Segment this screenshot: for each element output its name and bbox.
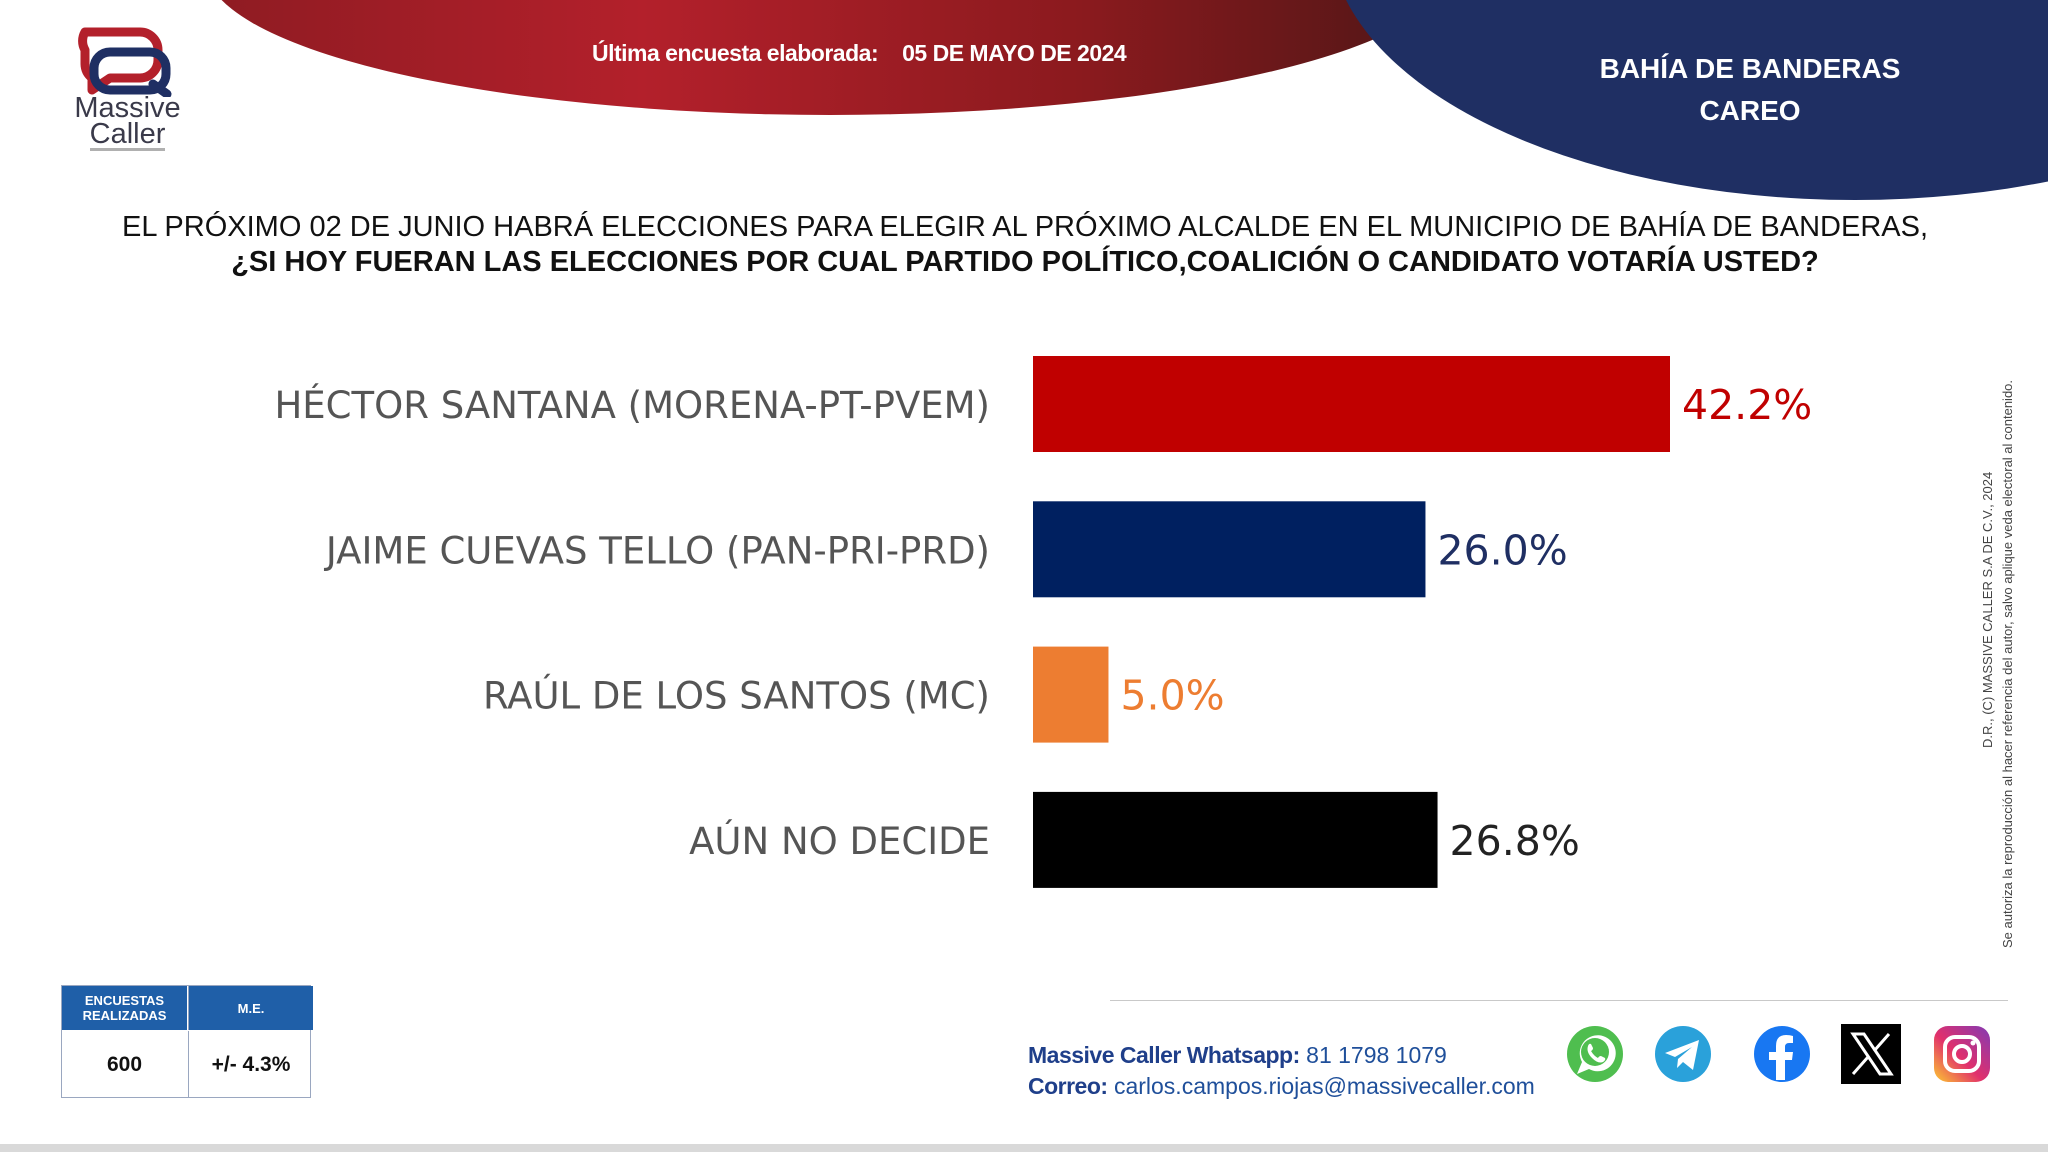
surveys-value: 600 bbox=[106, 1052, 143, 1076]
question-main: ¿SI HOY FUERAN LAS ELECCIONES POR CUAL P… bbox=[231, 246, 1819, 278]
category-label: AÚN NO DECIDE bbox=[689, 819, 990, 863]
value-label: 26.0% bbox=[1437, 526, 1567, 574]
logo-mark-icon bbox=[78, 27, 172, 99]
region-title: BAHÍA DE BANDERAS CAREO bbox=[1545, 48, 1955, 132]
category-label: RAÚL DE LOS SANTOS (MC) bbox=[483, 674, 990, 718]
facebook-icon[interactable] bbox=[1750, 1022, 1814, 1086]
whatsapp-number[interactable]: 81 1798 1079 bbox=[1306, 1042, 1447, 1068]
whatsapp-label: Massive Caller Whatsapp: bbox=[1028, 1042, 1300, 1068]
bar bbox=[1033, 646, 1109, 743]
bar bbox=[1033, 501, 1426, 598]
survey-date-value: 05 DE MAYO DE 2024 bbox=[902, 40, 1127, 66]
logo-tagline bbox=[90, 148, 165, 151]
comparison-subtitle: CAREO bbox=[1699, 95, 1801, 126]
category-label: JAIME CUEVAS TELLO (PAN-PRI-PRD) bbox=[324, 529, 990, 572]
instagram-icon[interactable] bbox=[1930, 1022, 1994, 1086]
bottom-edge bbox=[0, 1144, 2048, 1152]
logo-text-caller: Caller bbox=[89, 118, 166, 150]
category-label: HÉCTOR SANTANA (MORENA-PT-PVEM) bbox=[274, 383, 990, 427]
bar bbox=[1033, 356, 1670, 452]
survey-date-row: Última encuesta elaborada: 05 DE MAYO DE … bbox=[592, 40, 1127, 67]
value-label: 5.0% bbox=[1120, 672, 1224, 720]
legal-notice: D.R., (C) MASSIVE CALLER S.A DE C.V., 20… bbox=[1980, 228, 2015, 948]
footer-divider bbox=[1110, 1000, 2008, 1001]
email-contact: Correo: carlos.campos.riojas@massivecall… bbox=[1028, 1073, 1535, 1100]
massive-caller-logo: Massive Caller bbox=[55, 22, 200, 154]
question-intro: EL PRÓXIMO 02 DE JUNIO HABRÁ ELECCIONES … bbox=[121, 211, 1929, 243]
whatsapp-icon[interactable] bbox=[1563, 1022, 1627, 1086]
margin-error-value: +/- 4.3% bbox=[188, 1031, 313, 1098]
whatsapp-contact: Massive Caller Whatsapp: 81 1798 1079 bbox=[1028, 1042, 1447, 1069]
email-label: Correo: bbox=[1028, 1073, 1108, 1099]
bar bbox=[1033, 791, 1438, 888]
email-address[interactable]: carlos.campos.riojas@massivecaller.com bbox=[1113, 1073, 1535, 1099]
telegram-icon[interactable] bbox=[1651, 1022, 1715, 1086]
region-name: BAHÍA DE BANDERAS bbox=[1599, 53, 1901, 84]
value-label: 26.8% bbox=[1450, 817, 1580, 865]
value-label: 42.2% bbox=[1682, 381, 1812, 429]
logo-text-massive: Massive bbox=[74, 92, 181, 124]
surveys-header: ENCUESTAS REALIZADAS bbox=[62, 986, 187, 1030]
legal-copyright: D.R., (C) MASSIVE CALLER S.A DE C.V., 20… bbox=[1980, 471, 1995, 748]
survey-date-label: Última encuesta elaborada: bbox=[592, 40, 879, 66]
margin-error-header: M.E. bbox=[188, 986, 313, 1030]
legal-reproduction-note: Se autoriza la reproducción al hacer ref… bbox=[2000, 379, 2015, 948]
survey-stats-table: ENCUESTAS REALIZADAS M.E. 600 +/- 4.3% bbox=[61, 985, 313, 1098]
x-icon[interactable] bbox=[1839, 1022, 1903, 1086]
